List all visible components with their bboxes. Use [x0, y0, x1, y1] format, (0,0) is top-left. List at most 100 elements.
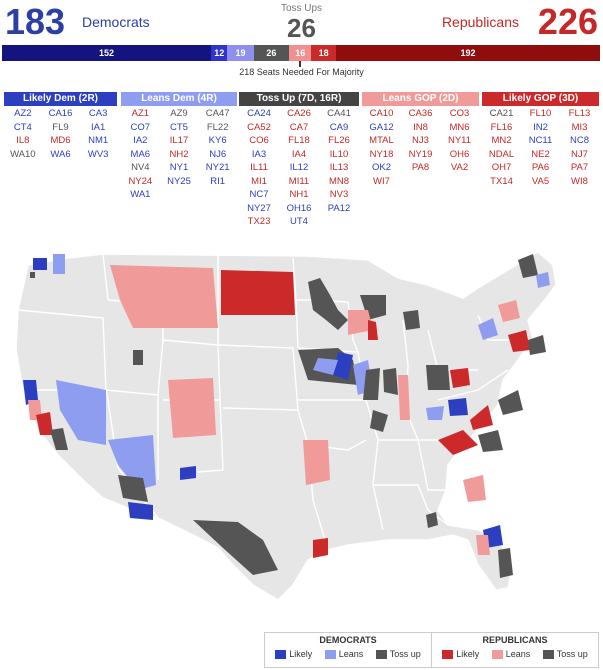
district-link[interactable]: CA36: [408, 108, 433, 119]
district-link[interactable]: FL18: [288, 135, 310, 146]
district-link[interactable]: CA10: [369, 108, 394, 119]
district-link[interactable]: NY27: [247, 202, 271, 214]
district-link[interactable]: NV3: [329, 189, 349, 200]
district-link[interactable]: IL12: [289, 162, 309, 173]
district-link[interactable]: CO6: [249, 135, 269, 146]
district-link[interactable]: OH7: [491, 162, 512, 173]
district-link[interactable]: CA41: [327, 108, 351, 119]
district-link[interactable]: NY24: [128, 175, 153, 187]
district-link[interactable]: WA6: [50, 148, 71, 160]
district-link[interactable]: CA47: [205, 108, 230, 119]
district-link[interactable]: MI3: [571, 121, 588, 133]
district-link[interactable]: NV4: [131, 162, 150, 173]
district-link[interactable]: PA7: [570, 162, 589, 173]
district-link[interactable]: MN8: [328, 175, 350, 187]
district-link[interactable]: IA2: [133, 135, 148, 146]
district-link[interactable]: CO3: [449, 108, 470, 119]
district-link[interactable]: MN6: [449, 121, 470, 133]
district-link[interactable]: OH16: [286, 202, 312, 214]
district-link[interactable]: PA8: [411, 162, 430, 173]
rep-label: Republicans: [441, 14, 519, 30]
district-link[interactable]: VA2: [450, 162, 469, 173]
district-link[interactable]: IA3: [251, 148, 267, 160]
us-district-map[interactable]: [8, 240, 583, 610]
district-link[interactable]: MI1: [251, 175, 267, 187]
district-link[interactable]: FL10: [529, 108, 552, 119]
district-link[interactable]: FL22: [206, 121, 229, 133]
district-link[interactable]: NY25: [167, 175, 191, 187]
district-link[interactable]: IL8: [16, 135, 30, 146]
district-link[interactable]: FL16: [490, 121, 513, 133]
district-link[interactable]: NH1: [289, 189, 309, 200]
district-link[interactable]: CA9: [329, 121, 349, 133]
district-link[interactable]: MTAL: [369, 135, 394, 146]
district-link[interactable]: NDAL: [488, 148, 515, 160]
district-link[interactable]: MD6: [50, 135, 71, 146]
district-link[interactable]: CA3: [88, 108, 108, 119]
district-link[interactable]: VA5: [531, 175, 550, 187]
district-link[interactable]: WI8: [571, 175, 588, 187]
district-link[interactable]: NY19: [408, 148, 433, 160]
district-link[interactable]: AZ1: [131, 108, 150, 119]
district-link[interactable]: IN8: [413, 121, 428, 133]
district-link[interactable]: CA52: [247, 121, 271, 133]
district-link[interactable]: IL17: [169, 135, 189, 146]
district-link[interactable]: IL11: [250, 162, 268, 173]
district-link[interactable]: NM1: [88, 135, 109, 146]
district-link[interactable]: IA1: [91, 121, 106, 133]
district-link[interactable]: NC11: [528, 135, 553, 146]
legend-rep-items: Likely Leans Toss up: [436, 649, 594, 659]
rating-column-title: Leans Dem (4R): [121, 92, 237, 106]
district-link[interactable]: NY21: [205, 162, 230, 173]
district-link[interactable]: NC7: [249, 189, 269, 200]
district-link[interactable]: IA4: [291, 148, 307, 160]
district-link[interactable]: NJ3: [412, 135, 429, 146]
district-link[interactable]: IN2: [533, 121, 548, 133]
district-link[interactable]: FL26: [328, 135, 350, 146]
district-link[interactable]: NY18: [369, 148, 394, 160]
district-link[interactable]: WA10: [10, 148, 36, 160]
district-link[interactable]: CT4: [13, 121, 32, 133]
legend-label: Likely: [289, 649, 313, 659]
district-link[interactable]: CT5: [170, 121, 188, 133]
district-link[interactable]: TX14: [490, 175, 513, 187]
district-link[interactable]: NH2: [169, 148, 189, 160]
legend-item: Likely: [442, 649, 479, 659]
district-link[interactable]: AZ2: [14, 108, 32, 119]
district-link[interactable]: KY6: [208, 135, 227, 146]
district-link[interactable]: FL9: [52, 121, 69, 133]
district-link[interactable]: MI11: [288, 175, 310, 187]
district-link[interactable]: IL10: [329, 148, 349, 160]
district-link[interactable]: IL13: [329, 162, 349, 173]
district-link[interactable]: MA6: [130, 148, 151, 160]
legend-swatch: [491, 649, 503, 659]
district-link[interactable]: OH6: [449, 148, 470, 160]
district-link[interactable]: NE2: [531, 148, 550, 160]
district-link[interactable]: WV3: [87, 148, 109, 160]
district-link[interactable]: PA12: [327, 202, 351, 214]
district-link[interactable]: NJ7: [571, 148, 588, 160]
district-link[interactable]: NJ6: [209, 148, 227, 160]
district-link[interactable]: FL13: [568, 108, 591, 119]
district-link[interactable]: NC8: [569, 135, 589, 146]
district-link[interactable]: WA1: [130, 189, 151, 200]
district-link[interactable]: NY11: [447, 135, 472, 146]
tossup-seat-count: 26: [287, 13, 316, 43]
district-link[interactable]: CA26: [287, 108, 311, 119]
district-link[interactable]: AZ9: [170, 108, 188, 119]
district-link[interactable]: RI1: [210, 175, 226, 187]
district-link[interactable]: CA24: [247, 108, 271, 119]
district-link[interactable]: NY1: [169, 162, 189, 173]
seat-segment: 12: [210, 45, 228, 61]
district-link[interactable]: WI7: [373, 175, 390, 187]
district-link[interactable]: CO7: [130, 121, 151, 133]
district-link[interactable]: CA21: [489, 108, 514, 119]
district-link[interactable]: CA16: [48, 108, 73, 119]
district-link[interactable]: MN2: [491, 135, 512, 146]
district-link[interactable]: GA12: [369, 121, 394, 133]
district-link[interactable]: UT4: [290, 216, 308, 227]
district-link[interactable]: OK2: [371, 162, 391, 173]
district-link[interactable]: PA6: [531, 162, 550, 173]
district-link[interactable]: CA7: [289, 121, 309, 133]
district-link[interactable]: TX23: [247, 216, 271, 227]
